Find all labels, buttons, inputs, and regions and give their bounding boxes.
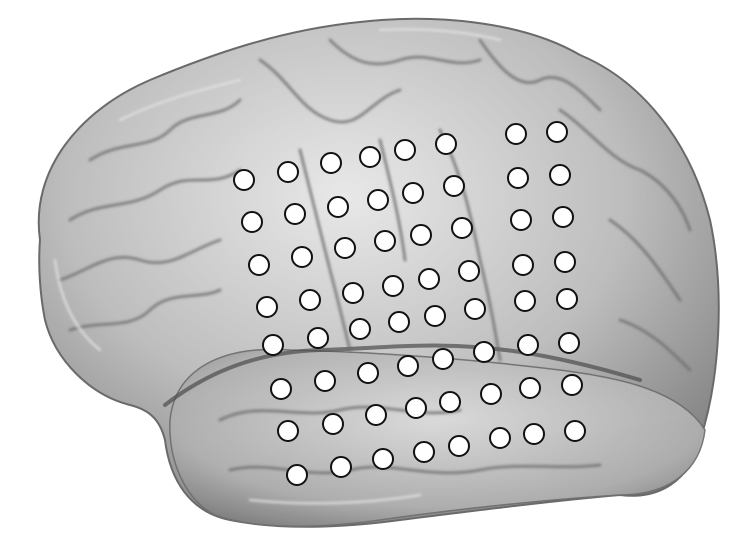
electrode-contact [439,391,461,413]
electrode-contact [435,133,457,155]
electrode-contact [277,420,299,442]
electrode-contact [248,254,270,276]
electrode-contact [330,456,352,478]
electrode-contact [519,377,541,399]
electrode-contact [233,169,255,191]
electrode-contact [314,370,336,392]
electrode-contact [307,327,329,349]
electrode-contact [374,230,396,252]
electrode-contact [367,189,389,211]
electrode-contact [464,298,486,320]
electrode-contact [418,268,440,290]
electrode-contact [546,121,568,143]
electrode-contact [372,448,394,470]
electrode-contact [270,378,292,400]
electrode-contact [523,423,545,445]
electrode-contact [402,182,424,204]
electrode-contact [359,146,381,168]
electrode-contact [365,404,387,426]
electrode-contact [299,289,321,311]
electrode-contact [510,209,532,231]
electrode-contact [277,161,299,183]
electrode-contact [505,123,527,145]
electrode-contact [286,464,308,486]
electrode-contact [424,305,446,327]
electrode-contact [554,251,576,273]
electrode-contact [388,311,410,333]
electrode-contact [473,341,495,363]
electrode-contact [549,164,571,186]
electrode-contact [458,260,480,282]
electrode-contact [514,290,536,312]
electrode-contact [413,441,435,463]
electrode-contact [327,196,349,218]
electrode-contact [334,237,356,259]
electrode-contact [349,318,371,340]
electrode-contact [410,224,432,246]
electrode-contact [256,296,278,318]
electrode-contact [382,275,404,297]
electrode-contact [448,435,470,457]
electrode-contact [284,203,306,225]
electrode-contact [480,383,502,405]
electrode-contact [357,362,379,384]
electrode-contact [556,288,578,310]
sylvian-fissure [163,343,642,407]
electrode-contact [443,175,465,197]
electrode-contact [552,206,574,228]
electrode-contact [432,348,454,370]
electrode-contact [397,355,419,377]
electrode-contact [507,167,529,189]
electrode-grid [233,121,586,486]
electrode-contact [564,420,586,442]
electrode-contact [405,397,427,419]
electrode-contact [489,427,511,449]
electrode-contact [262,334,284,356]
electrode-contact [241,211,263,233]
electrode-contact [517,334,539,356]
electrode-contact [291,246,313,268]
electrode-contact [394,139,416,161]
electrode-contact [561,374,583,396]
electrode-contact [451,217,473,239]
electrode-contact [322,413,344,435]
electrode-contact [320,152,342,174]
electrode-contact [342,282,364,304]
electrode-contact [512,254,534,276]
electrode-contact [558,332,580,354]
